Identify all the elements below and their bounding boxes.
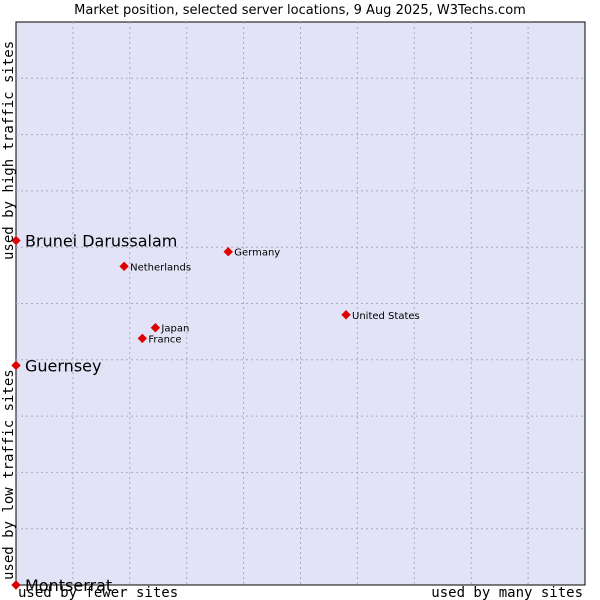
y-axis-label-high: used by high traffic sites — [1, 41, 17, 260]
grid-lines — [16, 22, 585, 585]
point-marker-guernsey — [11, 360, 21, 371]
x-axis-label-left: used by fewer sites — [18, 585, 178, 600]
y-axis-label-low: used by low traffic sites — [1, 369, 17, 580]
data-point-united-states: United States — [341, 310, 420, 322]
point-marker-netherlands — [119, 261, 129, 272]
point-label-japan: Japan — [160, 324, 189, 335]
x-axis-label-right: used by many sites — [431, 585, 583, 600]
point-label-germany: Germany — [234, 248, 280, 259]
point-marker-france — [137, 333, 148, 344]
data-point-france: France — [137, 333, 182, 345]
data-point-montserrat: Montserrat — [11, 576, 112, 595]
point-label-montserrat: Montserrat — [25, 576, 112, 595]
point-marker-japan — [150, 323, 161, 333]
point-marker-united-states — [341, 310, 351, 320]
point-label-brunei-darussalam: Brunei Darussalam — [25, 231, 177, 250]
data-point-netherlands: Netherlands — [119, 261, 191, 273]
point-label-united-states: United States — [352, 311, 420, 322]
point-label-france: France — [148, 334, 181, 345]
data-point-japan: Japan — [150, 323, 189, 335]
data-points: Brunei Darussalam Guernsey Montserrat Germa… — [11, 231, 420, 595]
point-label-guernsey: Guernsey — [25, 356, 101, 375]
point-marker-brunei-darussalam — [11, 235, 21, 246]
data-point-germany: Germany — [223, 246, 280, 259]
point-marker-germany — [223, 246, 233, 257]
chart-title: Market position, selected server locatio… — [74, 3, 526, 18]
point-marker-montserrat — [11, 580, 21, 590]
data-point-brunei-darussalam: Brunei Darussalam — [11, 231, 177, 250]
point-label-netherlands: Netherlands — [130, 262, 191, 273]
data-point-guernsey: Guernsey — [11, 356, 101, 375]
